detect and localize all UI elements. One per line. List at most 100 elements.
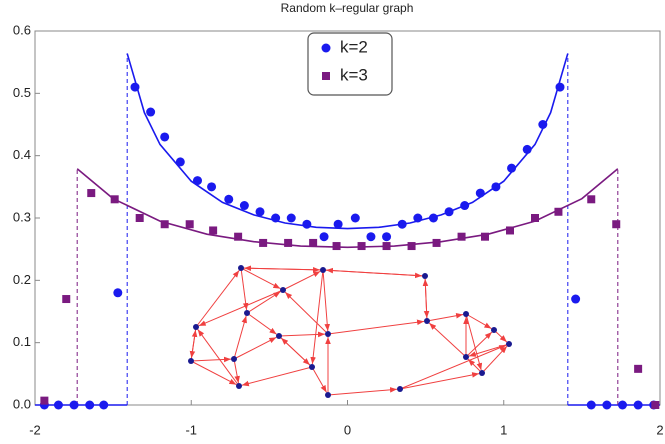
graph-node <box>193 324 199 330</box>
data-point <box>99 400 109 410</box>
data-point <box>259 238 268 247</box>
graph-node <box>491 327 497 333</box>
legend-marker <box>321 43 331 53</box>
data-point <box>382 232 392 242</box>
graph-edge <box>399 344 507 390</box>
graph-edge <box>327 387 398 396</box>
data-point <box>135 214 144 222</box>
data-point <box>407 242 416 251</box>
graph-edge <box>246 291 281 314</box>
data-point <box>284 238 293 247</box>
data-point <box>207 182 217 192</box>
graph-edge <box>322 269 331 332</box>
legend-marker <box>322 72 330 80</box>
data-point <box>633 400 643 410</box>
data-point <box>444 207 454 217</box>
x-tick-label: 0 <box>344 422 351 437</box>
graph-edge <box>241 366 313 387</box>
x-tick-label: 1 <box>500 422 507 437</box>
data-point <box>239 201 249 211</box>
data-point <box>481 232 489 241</box>
graph-node <box>424 318 430 324</box>
chart-title: Random k–regular graph <box>281 1 414 15</box>
data-point <box>475 188 485 198</box>
graph-node <box>188 358 194 364</box>
data-point <box>69 400 79 410</box>
y-tick-label: 0.0 <box>13 396 31 411</box>
graph-edge <box>467 358 483 374</box>
graph-node <box>231 356 237 362</box>
data-point <box>382 242 391 251</box>
data-point <box>271 213 281 223</box>
graph-node <box>236 383 242 389</box>
density-curve <box>76 168 619 249</box>
data-point <box>634 364 643 373</box>
graph-edge <box>327 319 425 335</box>
data-point <box>87 189 96 198</box>
data-point <box>522 144 532 154</box>
graph-edge <box>423 275 430 319</box>
data-point <box>146 107 156 117</box>
data-point <box>309 238 318 247</box>
data-point <box>432 238 441 247</box>
y-tick-label: 0.2 <box>13 272 31 287</box>
data-point <box>618 400 627 410</box>
data-point <box>491 182 501 192</box>
graph-edge <box>310 269 324 365</box>
graph-node <box>276 333 282 339</box>
data-point <box>62 295 71 304</box>
graph-node <box>463 354 469 360</box>
graph-node <box>325 331 331 337</box>
graph-edge <box>311 366 327 393</box>
data-point <box>130 82 140 92</box>
data-point <box>397 219 407 229</box>
graph-node <box>397 386 403 392</box>
data-point <box>224 194 234 204</box>
y-tick-label: 0.3 <box>13 209 31 224</box>
data-point <box>460 201 470 211</box>
data-point <box>366 232 376 242</box>
graph-node <box>244 310 250 316</box>
graph-edge <box>198 289 284 327</box>
data-point <box>110 195 119 204</box>
graph-edge <box>284 291 329 335</box>
graph-node <box>479 370 485 376</box>
y-tick-label: 0.1 <box>13 334 31 349</box>
data-point <box>555 82 565 92</box>
data-point <box>40 396 49 405</box>
data-point <box>302 219 312 229</box>
data-point <box>586 400 596 410</box>
graph-edge <box>465 313 483 371</box>
graph-edge <box>246 312 277 335</box>
data-point <box>554 207 563 216</box>
data-point <box>538 120 548 129</box>
legend-label: k=2 <box>340 37 368 56</box>
graph-edge <box>233 315 247 360</box>
data-point <box>319 232 329 242</box>
graph-node <box>320 267 326 273</box>
data-point <box>413 213 423 223</box>
data-point <box>507 163 517 173</box>
graph-edge <box>190 356 232 363</box>
graph-edge <box>278 335 311 366</box>
data-point <box>357 242 366 251</box>
graph-edge <box>240 267 249 311</box>
data-point <box>209 226 218 235</box>
graph-edge <box>465 313 492 329</box>
graph-edge <box>190 329 198 362</box>
data-point <box>53 400 63 410</box>
x-tick-label: 2 <box>656 422 663 437</box>
graph-edge <box>195 270 240 328</box>
data-point <box>350 213 360 223</box>
x-tick-label: -2 <box>29 422 41 437</box>
graph-edge <box>465 331 493 358</box>
data-point <box>255 207 265 217</box>
graph-node <box>422 273 428 279</box>
graph-node <box>325 392 331 398</box>
graph-edge <box>243 265 324 272</box>
data-point <box>457 232 466 241</box>
graph-edge <box>481 345 508 374</box>
graph-edge <box>282 270 321 291</box>
legend-label: k=3 <box>340 65 368 84</box>
